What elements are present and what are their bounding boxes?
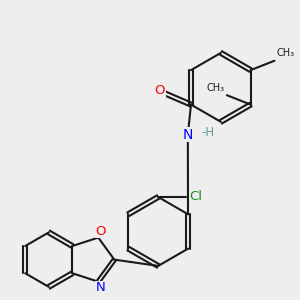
- Text: CH₃: CH₃: [277, 48, 295, 58]
- Text: O: O: [154, 84, 165, 97]
- Text: CH₃: CH₃: [206, 83, 224, 93]
- Text: Cl: Cl: [189, 190, 202, 203]
- Text: -H: -H: [202, 126, 215, 139]
- Text: O: O: [96, 225, 106, 238]
- Text: N: N: [183, 128, 193, 142]
- Text: N: N: [96, 281, 106, 294]
